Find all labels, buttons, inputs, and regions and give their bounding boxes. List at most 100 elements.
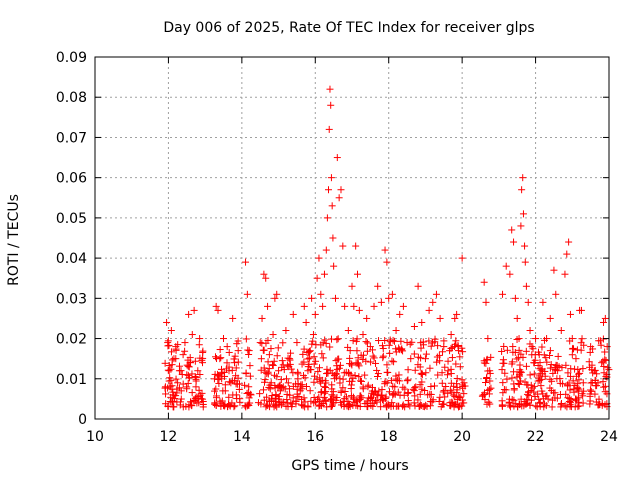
data-point [510, 368, 518, 376]
data-point [573, 372, 581, 380]
data-point [546, 314, 554, 322]
data-point [278, 363, 286, 371]
data-point [273, 290, 281, 298]
data-point [458, 254, 466, 262]
data-point [374, 373, 382, 381]
data-point [289, 310, 297, 318]
data-point [221, 372, 229, 380]
data-point [169, 397, 177, 405]
data-point [479, 391, 487, 399]
data-point [328, 381, 336, 389]
data-point [435, 351, 443, 359]
data-point [550, 266, 558, 274]
data-point [383, 361, 391, 369]
data-point [283, 396, 291, 404]
data-point [378, 342, 386, 350]
data-point [186, 358, 194, 366]
data-point [580, 387, 588, 395]
data-point [432, 290, 440, 298]
data-point [399, 401, 407, 409]
data-point [438, 369, 446, 377]
data-point [541, 372, 549, 380]
data-point [333, 154, 341, 162]
data-point [414, 396, 422, 404]
data-point [168, 361, 176, 369]
data-point [501, 369, 509, 377]
data-point [456, 363, 464, 371]
y-tick-label: 0.01 [56, 372, 87, 388]
data-point [299, 372, 307, 380]
data-point [287, 349, 295, 357]
chart-title: Day 006 of 2025, Rate Of TEC Index for r… [163, 20, 534, 36]
data-point [185, 310, 193, 318]
x-tick-label: 20 [453, 429, 471, 445]
data-point [572, 355, 580, 363]
data-point [527, 381, 535, 389]
data-point [388, 399, 396, 407]
data-point [575, 402, 583, 410]
data-point [378, 386, 386, 394]
data-point [167, 348, 175, 356]
data-point [508, 358, 516, 366]
data-point [388, 290, 396, 298]
x-axis-label: GPS time / hours [291, 458, 408, 474]
data-point [211, 387, 219, 395]
data-point [337, 399, 345, 407]
data-point [235, 385, 243, 393]
data-point [422, 350, 430, 358]
data-point [321, 377, 329, 385]
data-point [532, 335, 540, 343]
data-point [266, 381, 274, 389]
data-point [455, 393, 463, 401]
data-point [232, 364, 240, 372]
data-point [449, 391, 457, 399]
data-point [558, 364, 566, 372]
data-point [225, 378, 233, 386]
data-point [337, 389, 345, 397]
data-point [533, 403, 541, 411]
data-point [589, 369, 597, 377]
data-point [340, 369, 348, 377]
data-point [403, 377, 411, 385]
data-point [322, 246, 330, 254]
data-point [579, 379, 587, 387]
data-point [594, 401, 602, 409]
data-point [185, 363, 193, 371]
data-point [328, 202, 336, 210]
data-point [563, 381, 571, 389]
data-point [521, 378, 529, 386]
data-point [190, 306, 198, 314]
data-point [537, 366, 545, 374]
data-point [522, 362, 530, 370]
data-point [498, 397, 506, 405]
data-point [275, 395, 283, 403]
data-point [299, 350, 307, 358]
data-point [389, 336, 397, 344]
data-point [300, 345, 308, 353]
data-point [379, 352, 387, 360]
data-point [355, 373, 363, 381]
data-point [302, 318, 310, 326]
data-point [458, 344, 466, 352]
data-point [404, 389, 412, 397]
data-point [337, 186, 345, 194]
data-point [438, 379, 446, 387]
data-point [536, 399, 544, 407]
data-point [564, 394, 572, 402]
data-point [289, 394, 297, 402]
data-point [454, 343, 462, 351]
y-tick-label: 0 [78, 412, 87, 428]
data-point [195, 341, 203, 349]
data-point [453, 310, 461, 318]
data-point [600, 362, 608, 370]
data-point [263, 393, 271, 401]
data-point [230, 403, 238, 411]
data-point [440, 337, 448, 345]
data-point [597, 341, 605, 349]
data-point [344, 327, 352, 335]
data-point [168, 385, 176, 393]
data-point [568, 345, 576, 353]
data-point [357, 377, 365, 385]
data-point [187, 398, 195, 406]
data-point [319, 339, 327, 347]
